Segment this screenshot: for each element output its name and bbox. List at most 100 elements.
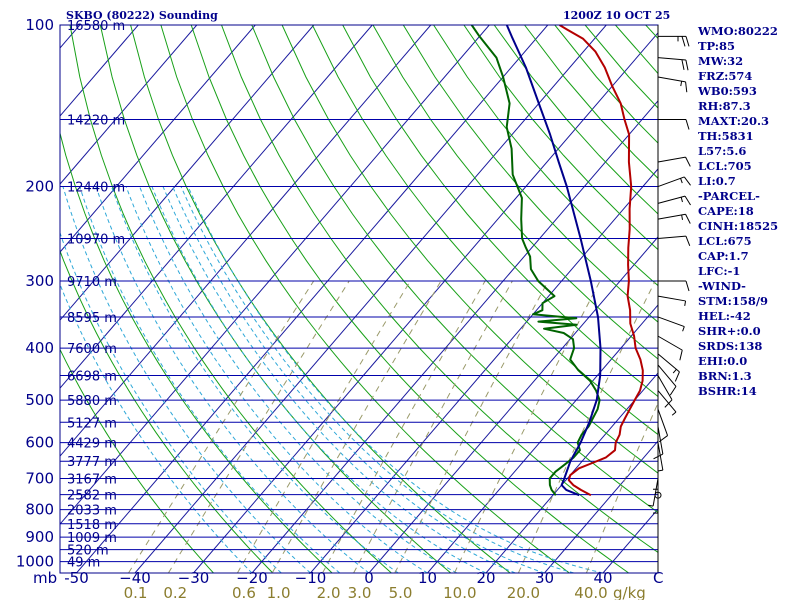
index-entry: MAXT:20.3 [698,114,769,128]
height-label: 3777 m [67,455,117,470]
barb-half-flag [671,411,677,416]
mixing-ratio-line [167,280,350,573]
index-entry: LFC:-1 [698,264,741,278]
wind-barb [648,478,659,507]
height-label: 8595 m [67,311,117,326]
pressure-tick-label: 300 [25,272,54,290]
isotherm-line [76,25,549,573]
isotherm-line [544,440,658,573]
index-entry: TP:85 [698,39,736,53]
temperature-tick-label: 30 [535,569,554,587]
wind-barb [657,235,691,246]
barb-flag [685,214,691,224]
dry-adiabat [281,25,658,474]
grid-layer [0,25,658,573]
chart-title: SKBO (80222) Sounding [66,9,218,22]
barb-staff [657,235,686,240]
barb-flag [683,176,691,186]
dry-adiabat [463,25,658,251]
wind-barb [657,335,683,361]
index-entry: SHR+:0.0 [698,324,761,338]
dry-adiabat [60,131,333,573]
temperature-tick-label: 20 [476,569,495,587]
wind-barb [657,442,664,472]
dry-adiabat [402,25,658,323]
index-entry: -PARCEL- [698,189,760,203]
dry-adiabat [99,25,452,573]
dry-adiabat [342,25,658,398]
chart-datetime: 1200Z 10 OCT 25 [563,9,671,22]
height-label: 16580 m [67,19,125,34]
index-entry: L57:5.6 [698,144,747,158]
height-label: 6698 m [67,370,117,385]
temperature-tick-label: −20 [236,569,268,587]
barb-flag [681,59,685,70]
temperature-tick-label: −40 [119,569,151,587]
profile-layer [470,25,644,497]
barb-flag [674,371,680,382]
barb-half-flag [682,326,685,332]
barb-flag [669,386,677,396]
isotherm-line [60,25,373,389]
mixing-ratio-label: 0.6 [232,584,256,600]
plot-background [60,25,658,573]
barb-staff [657,442,664,471]
height-label: 12440 m [67,181,125,196]
mixing-ratio-label: 2.0 [317,584,341,600]
isotherm-line [0,25,21,573]
height-label: 5880 m [67,394,117,409]
barb-half-flag [680,81,683,87]
pressure-tick-label: 400 [25,339,54,357]
temperature-tick-label: 40 [593,569,612,587]
barb-staff [657,335,683,351]
mixing-ratio-line [585,401,658,573]
calm-wind-marker [654,491,662,499]
height-label: 49 m [67,556,100,571]
isotherm-line [134,25,607,573]
index-entry: EHI:0.0 [698,354,748,368]
temperature-tick-label: 10 [418,569,437,587]
height-label: 2582 m [67,489,117,504]
moist-adiabat [125,186,428,573]
height-label: 520 m [67,544,109,559]
barb-staff [657,156,686,163]
pressure-tick-label: 900 [25,528,54,546]
height-label: 5127 m [67,416,117,431]
barb-staff [657,295,686,302]
wind-barb [657,176,691,188]
index-entry: BRN:1.3 [698,369,752,383]
temperature-tick-label: −30 [178,569,210,587]
dry-adiabat [311,25,658,436]
mixing-ratio-line [322,280,486,573]
height-label: 3167 m [67,473,117,488]
mixing-ratio-label: 5.0 [389,584,413,600]
pressure-tick-label: 1000 [16,553,54,571]
temperature-tick-label: 0 [364,569,374,587]
pressure-tick-label: 800 [25,501,54,519]
isotherm-line [193,32,658,573]
barb-staff [657,57,686,61]
dry-adiabat [190,25,629,573]
barb-half-flag [684,300,687,306]
moist-adiabat [162,186,516,573]
wind-barb [654,491,662,499]
index-entry: RH:87.3 [698,99,751,113]
barb-flag [684,195,691,206]
barb-flag [681,36,686,47]
index-entry: -WIND- [698,279,746,293]
index-entry: FRZ:574 [698,69,753,83]
moist-adiabat [60,231,282,573]
dry-adiabat [60,348,214,573]
isotherm-line [485,372,658,573]
index-entry: WMO:80222 [698,24,778,38]
moist-adiabat [151,186,487,573]
index-entry: TH:5831 [698,129,754,143]
moist-adiabat [60,283,253,573]
index-entry: MW:32 [698,54,744,68]
dry-adiabat [433,25,658,287]
barb-flag [685,81,688,93]
index-entry: CAPE:18 [698,204,754,218]
moist-adiabat [172,186,545,573]
wind-barb [657,316,685,332]
